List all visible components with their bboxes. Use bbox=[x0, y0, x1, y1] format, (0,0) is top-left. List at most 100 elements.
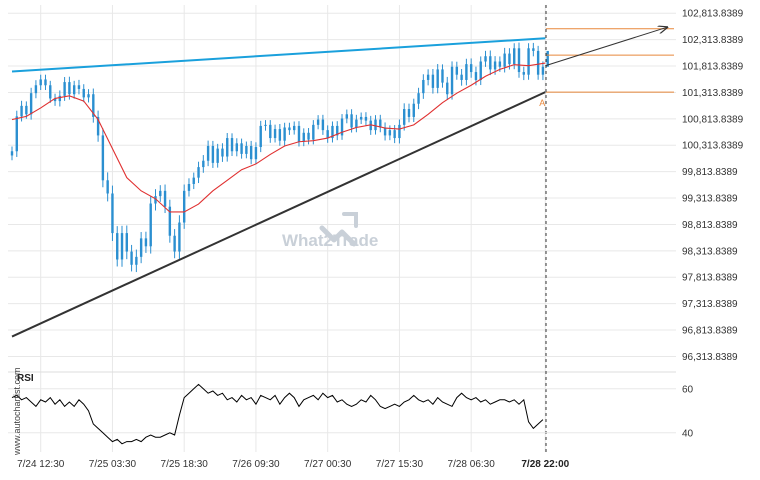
candle-body bbox=[29, 93, 33, 115]
candle-body bbox=[431, 74, 435, 88]
candle-body bbox=[135, 256, 138, 265]
candle-body bbox=[20, 105, 23, 117]
candle-body bbox=[39, 79, 42, 86]
y-tick-label: 96,313.8389 bbox=[682, 352, 738, 363]
candle-body bbox=[522, 72, 525, 75]
candle-body bbox=[245, 145, 248, 154]
candle-body bbox=[154, 196, 157, 204]
candle-body bbox=[130, 251, 133, 265]
y-tick-label: 102,313.8389 bbox=[682, 35, 744, 46]
candle-body bbox=[125, 233, 128, 252]
candle-body bbox=[316, 119, 320, 125]
candle-body bbox=[49, 85, 52, 99]
candle-body bbox=[503, 53, 506, 67]
candle-body bbox=[436, 69, 439, 88]
candle-body bbox=[517, 48, 521, 73]
candle-body bbox=[336, 125, 339, 136]
candle-body bbox=[192, 177, 195, 184]
candle-body bbox=[187, 183, 191, 191]
side-credit: www.autochartist.com bbox=[12, 367, 22, 456]
candle-body bbox=[321, 119, 325, 131]
moving-average-line bbox=[11, 62, 546, 213]
candle-body bbox=[359, 116, 363, 120]
candle-body bbox=[288, 127, 291, 131]
candle-body bbox=[235, 143, 239, 152]
candle-body bbox=[96, 116, 100, 136]
candle-body bbox=[441, 69, 444, 83]
candle-body bbox=[273, 129, 277, 139]
candle-body bbox=[221, 148, 224, 157]
candle-body bbox=[254, 147, 258, 160]
y-tick-label: 99,313.8389 bbox=[682, 194, 738, 205]
candle-body bbox=[106, 180, 109, 194]
candle-body bbox=[63, 82, 66, 96]
candle-body bbox=[116, 233, 119, 260]
candle-body bbox=[455, 66, 459, 75]
y-tick-label: 100,813.8389 bbox=[682, 114, 744, 125]
candle-body bbox=[292, 125, 296, 131]
candle-body bbox=[68, 82, 71, 95]
candle-body bbox=[403, 109, 406, 125]
x-tick-label: 7/27 15:30 bbox=[376, 459, 424, 470]
x-tick-label: 7/25 03:30 bbox=[89, 459, 137, 470]
lower-trendline bbox=[11, 91, 546, 338]
candle-body bbox=[388, 130, 392, 136]
candle-body bbox=[508, 53, 511, 65]
y-tick-label: 101,813.8389 bbox=[682, 62, 744, 73]
candle-body bbox=[450, 66, 454, 95]
rsi-tick-label: 40 bbox=[682, 428, 694, 439]
x-tick-label: 7/28 22:00 bbox=[521, 459, 569, 470]
candle-body bbox=[484, 56, 487, 62]
candle-body bbox=[53, 98, 57, 102]
candle-body bbox=[479, 61, 482, 80]
pattern-point-label: A bbox=[539, 98, 545, 108]
grid-layer bbox=[8, 5, 676, 452]
candle-body bbox=[77, 85, 81, 89]
candle-body bbox=[513, 48, 516, 65]
candle-body bbox=[412, 103, 415, 117]
candle-body bbox=[426, 74, 430, 80]
candle-body bbox=[498, 61, 502, 67]
candle-body bbox=[340, 118, 344, 136]
candle-body bbox=[211, 145, 215, 163]
candle-body bbox=[326, 130, 329, 139]
candle-body bbox=[15, 116, 18, 152]
y-tick-label: 98,313.8389 bbox=[682, 246, 738, 257]
candle-body bbox=[197, 167, 200, 178]
candle-body bbox=[446, 82, 449, 95]
candle-body bbox=[398, 124, 401, 139]
candle-body bbox=[202, 160, 205, 168]
candle-body bbox=[302, 132, 305, 142]
candle-body bbox=[393, 130, 396, 139]
y-tick-label: 101,313.8389 bbox=[682, 88, 744, 99]
x-axis: 7/24 12:30 7/25 03:30 7/25 18:30 7/26 09:30… bbox=[17, 459, 570, 470]
candle-body bbox=[159, 190, 162, 197]
candle-body bbox=[379, 119, 382, 128]
x-tick-label: 7/28 06:30 bbox=[448, 459, 496, 470]
candle-body bbox=[469, 64, 473, 73]
candle-body bbox=[44, 79, 47, 86]
candle-body bbox=[541, 66, 545, 75]
watermark-text: What2Trade bbox=[282, 231, 378, 250]
candle-body bbox=[269, 124, 272, 139]
x-tick-label: 7/24 12:30 bbox=[17, 459, 65, 470]
candle-body bbox=[383, 127, 387, 136]
upper-trendline bbox=[11, 37, 546, 73]
candle-body bbox=[460, 74, 463, 80]
candle-body bbox=[82, 88, 85, 98]
candle-body bbox=[168, 206, 172, 236]
candle-body bbox=[331, 125, 334, 139]
candle-body bbox=[163, 190, 167, 207]
candle-body bbox=[355, 119, 358, 128]
candle-body bbox=[25, 105, 28, 115]
y-axis: 102,813.8389 102,313.8389 101,813.8389 101,… bbox=[682, 9, 744, 363]
y-tick-label: 97,813.8389 bbox=[682, 273, 738, 284]
candle-body bbox=[312, 124, 315, 140]
candle-body bbox=[350, 114, 353, 128]
candle-body bbox=[101, 135, 105, 181]
price-layer bbox=[10, 42, 549, 273]
candle-body bbox=[532, 48, 535, 51]
candle-body bbox=[139, 238, 143, 257]
